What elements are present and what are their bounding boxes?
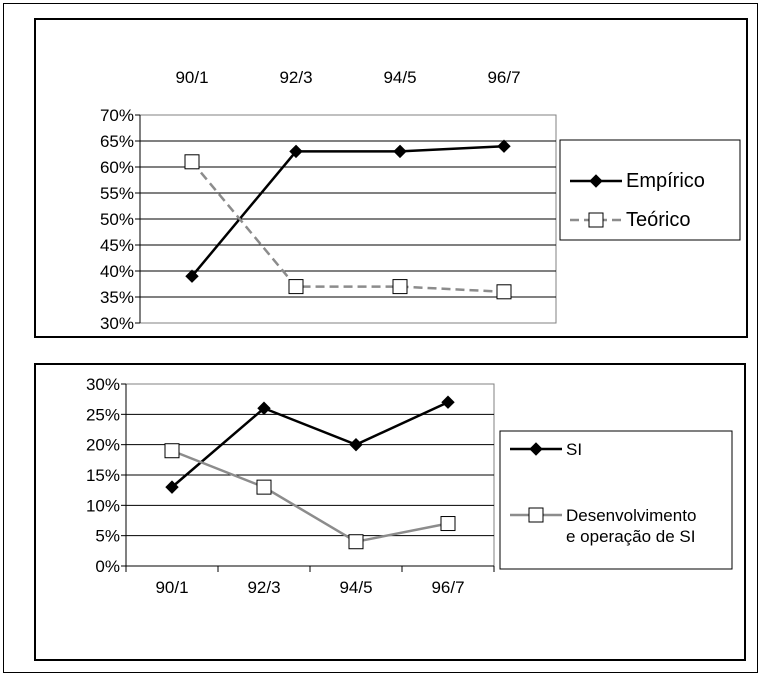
chart-top-legend-label-1: Teórico xyxy=(626,209,690,231)
chart-bottom-series-0-point xyxy=(349,437,363,452)
chart-bottom-y-tick-label: 25% xyxy=(86,405,120,424)
chart-top-y-tick-label: 45% xyxy=(100,236,134,255)
chart-top-legend-marker-1 xyxy=(588,212,604,228)
chart-top-series-1-point xyxy=(392,279,408,295)
chart-top-y-tick-label: 65% xyxy=(100,132,134,151)
chart-bottom-y-tick-label: 15% xyxy=(86,466,120,485)
chart-top-y-tick-label: 30% xyxy=(100,314,134,333)
chart-top-y-tick-label: 50% xyxy=(100,210,134,229)
chart-bottom-series-line-1 xyxy=(171,449,449,544)
chart-bottom-legend-label-1: Desenvolvimento e operação de SI xyxy=(566,506,696,546)
chart-bottom-y-tick-label: 10% xyxy=(86,496,120,515)
chart-bottom-y-tick-label: 5% xyxy=(95,527,120,546)
page-frame xyxy=(3,3,758,673)
chart-panel-top: 70% 65% 60% 55% 50% 45% 40% 35% 30% 90/1 92/3 94/5 9… xyxy=(34,18,748,338)
chart-bottom-y-tick-label: 0% xyxy=(95,557,120,576)
chart-bottom-legend xyxy=(499,430,733,570)
chart-top-y-tick-label: 60% xyxy=(100,158,134,177)
chart-bottom-series-line-0 xyxy=(171,401,449,489)
chart-top-series-line-0 xyxy=(191,144,505,278)
chart-bottom-legend-label-line: e operação de SI xyxy=(566,527,695,546)
chart-top-series-0-point xyxy=(289,144,303,159)
chart-bottom-series-0-point xyxy=(165,480,179,494)
chart-top-series-0-point xyxy=(185,269,199,283)
chart-bottom-legend-label-line: Desenvolvimento xyxy=(566,506,696,525)
chart-top-x-tick-label: 96/7 xyxy=(487,68,520,87)
chart-top-series-1-point xyxy=(288,279,304,295)
chart-top-series-0-point xyxy=(393,144,407,159)
chart-top-y-tick-label: 40% xyxy=(100,262,134,281)
chart-top-legend-marker-0 xyxy=(589,174,603,188)
chart-top-x-tick-label: 90/1 xyxy=(175,68,208,87)
chart-top-y-tick-label: 70% xyxy=(100,106,134,125)
chart-bottom-series-1-point xyxy=(256,479,272,495)
chart-top-x-tick-label: 94/5 xyxy=(383,68,416,87)
chart-bottom: 30% 25% 20% 15% 10% 5% 0% 90/1 92/3 94/5 96/7 SI Des… xyxy=(86,375,733,597)
chart-bottom-y-tick-label: 30% xyxy=(86,375,120,394)
chart-bottom-x-tick-label: 96/7 xyxy=(431,578,464,597)
chart-top: 70% 65% 60% 55% 50% 45% 40% 35% 30% 90/1 92/3 94/5 9… xyxy=(100,68,741,333)
chart-bottom-series-1-point xyxy=(164,443,180,459)
chart-bottom-x-tick-label: 92/3 xyxy=(247,578,280,597)
chart-panel-bottom: 30% 25% 20% 15% 10% 5% 0% 90/1 92/3 94/5 96/7 SI Des… xyxy=(34,363,746,661)
chart-top-x-tick-label: 92/3 xyxy=(279,68,312,87)
chart-bottom-legend-label-0: SI xyxy=(566,440,582,459)
chart-bottom-x-tick-label: 90/1 xyxy=(155,578,188,597)
chart-top-legend-label-0: Empírico xyxy=(626,170,705,192)
chart-bottom-series-0-point xyxy=(257,401,271,415)
chart-top-y-tick-label: 35% xyxy=(100,288,134,307)
chart-top-series-line-1 xyxy=(191,160,505,294)
chart-bottom-series-0-point xyxy=(441,395,455,409)
chart-bottom-series-1-point xyxy=(348,534,364,550)
chart-bottom-series-1-point xyxy=(440,516,456,532)
chart-top-y-tick-label: 55% xyxy=(100,184,134,203)
chart-bottom-legend-marker-1 xyxy=(528,507,544,523)
chart-top-series-1-point xyxy=(184,154,200,170)
chart-bottom-legend-marker-0 xyxy=(529,442,543,456)
chart-top-series-0-point xyxy=(497,139,511,153)
chart-bottom-y-tick-label: 20% xyxy=(86,436,120,455)
chart-bottom-x-tick-label: 94/5 xyxy=(339,578,372,597)
chart-top-series-1-point xyxy=(496,284,512,300)
